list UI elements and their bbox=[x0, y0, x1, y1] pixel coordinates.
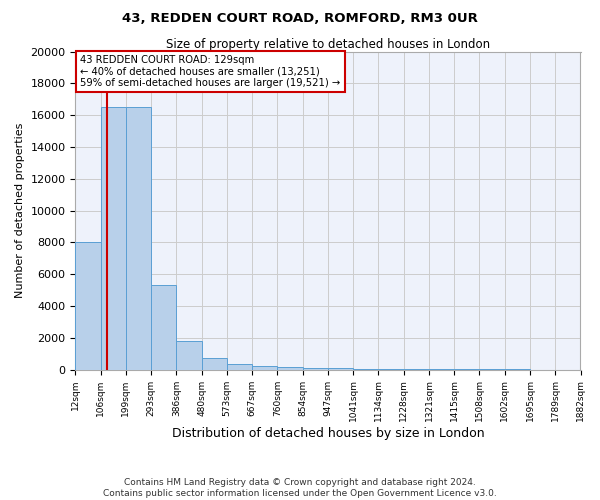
Text: 43 REDDEN COURT ROAD: 129sqm
← 40% of detached houses are smaller (13,251)
59% o: 43 REDDEN COURT ROAD: 129sqm ← 40% of de… bbox=[80, 55, 341, 88]
Text: Contains HM Land Registry data © Crown copyright and database right 2024.
Contai: Contains HM Land Registry data © Crown c… bbox=[103, 478, 497, 498]
Bar bbox=[151, 286, 176, 370]
Title: Size of property relative to detached houses in London: Size of property relative to detached ho… bbox=[166, 38, 490, 51]
Text: 43, REDDEN COURT ROAD, ROMFORD, RM3 0UR: 43, REDDEN COURT ROAD, ROMFORD, RM3 0UR bbox=[122, 12, 478, 26]
Bar bbox=[202, 358, 227, 370]
Bar bbox=[277, 367, 302, 370]
Bar bbox=[252, 366, 277, 370]
Bar bbox=[176, 341, 202, 370]
Bar bbox=[302, 368, 328, 370]
Bar bbox=[227, 364, 252, 370]
Y-axis label: Number of detached properties: Number of detached properties bbox=[15, 123, 25, 298]
X-axis label: Distribution of detached houses by size in London: Distribution of detached houses by size … bbox=[172, 427, 484, 440]
Bar bbox=[76, 242, 101, 370]
Bar bbox=[101, 108, 126, 370]
Bar bbox=[328, 368, 353, 370]
Bar bbox=[353, 369, 379, 370]
Bar bbox=[126, 108, 151, 370]
Bar bbox=[379, 369, 404, 370]
